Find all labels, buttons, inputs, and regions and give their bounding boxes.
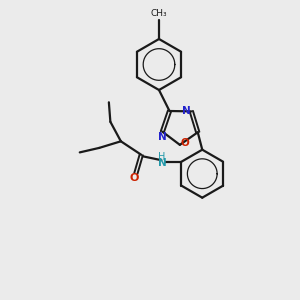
Text: H: H	[158, 152, 165, 162]
Text: O: O	[130, 172, 139, 183]
Text: N: N	[158, 132, 167, 142]
Text: O: O	[180, 138, 189, 148]
Text: N: N	[182, 106, 191, 116]
Text: N: N	[158, 158, 167, 168]
Text: CH₃: CH₃	[151, 9, 167, 18]
